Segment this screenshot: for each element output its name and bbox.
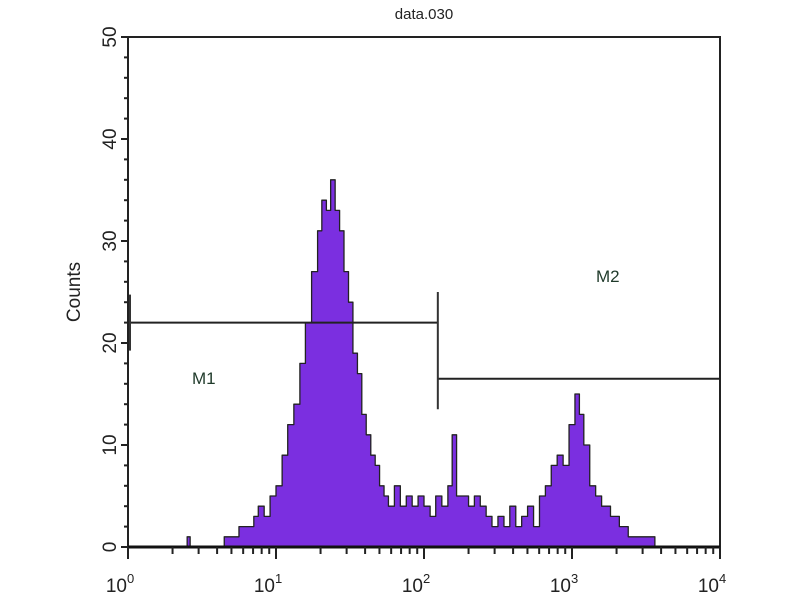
y-tick-label: 50 xyxy=(100,26,121,47)
histogram-area xyxy=(183,179,660,548)
y-tick-label: 30 xyxy=(100,230,121,251)
x-tick-label: 101 xyxy=(254,571,282,597)
marker-label-m2: M2 xyxy=(596,267,620,286)
x-tick-exponent: 4 xyxy=(719,571,726,586)
plot-frame xyxy=(127,36,721,547)
x-tick-exponent: 3 xyxy=(571,571,578,586)
y-tick-label: 10 xyxy=(100,434,121,455)
y-tick-label: 0 xyxy=(100,542,121,553)
x-tick-label: 104 xyxy=(698,571,726,597)
marker-label-m1: M1 xyxy=(192,369,216,388)
x-tick-label: 103 xyxy=(550,571,578,597)
x-tick-exponent: 1 xyxy=(275,571,282,586)
x-tick-label: 102 xyxy=(402,571,430,597)
y-axis-label: Counts xyxy=(64,262,85,322)
y-tick-label: 40 xyxy=(100,128,121,149)
x-tick-label: 100 xyxy=(106,571,134,597)
x-tick-exponent: 0 xyxy=(127,571,134,586)
x-tick-exponent: 2 xyxy=(423,571,430,586)
chart-title: data.030 xyxy=(395,6,453,23)
y-tick-label: 20 xyxy=(100,332,121,353)
